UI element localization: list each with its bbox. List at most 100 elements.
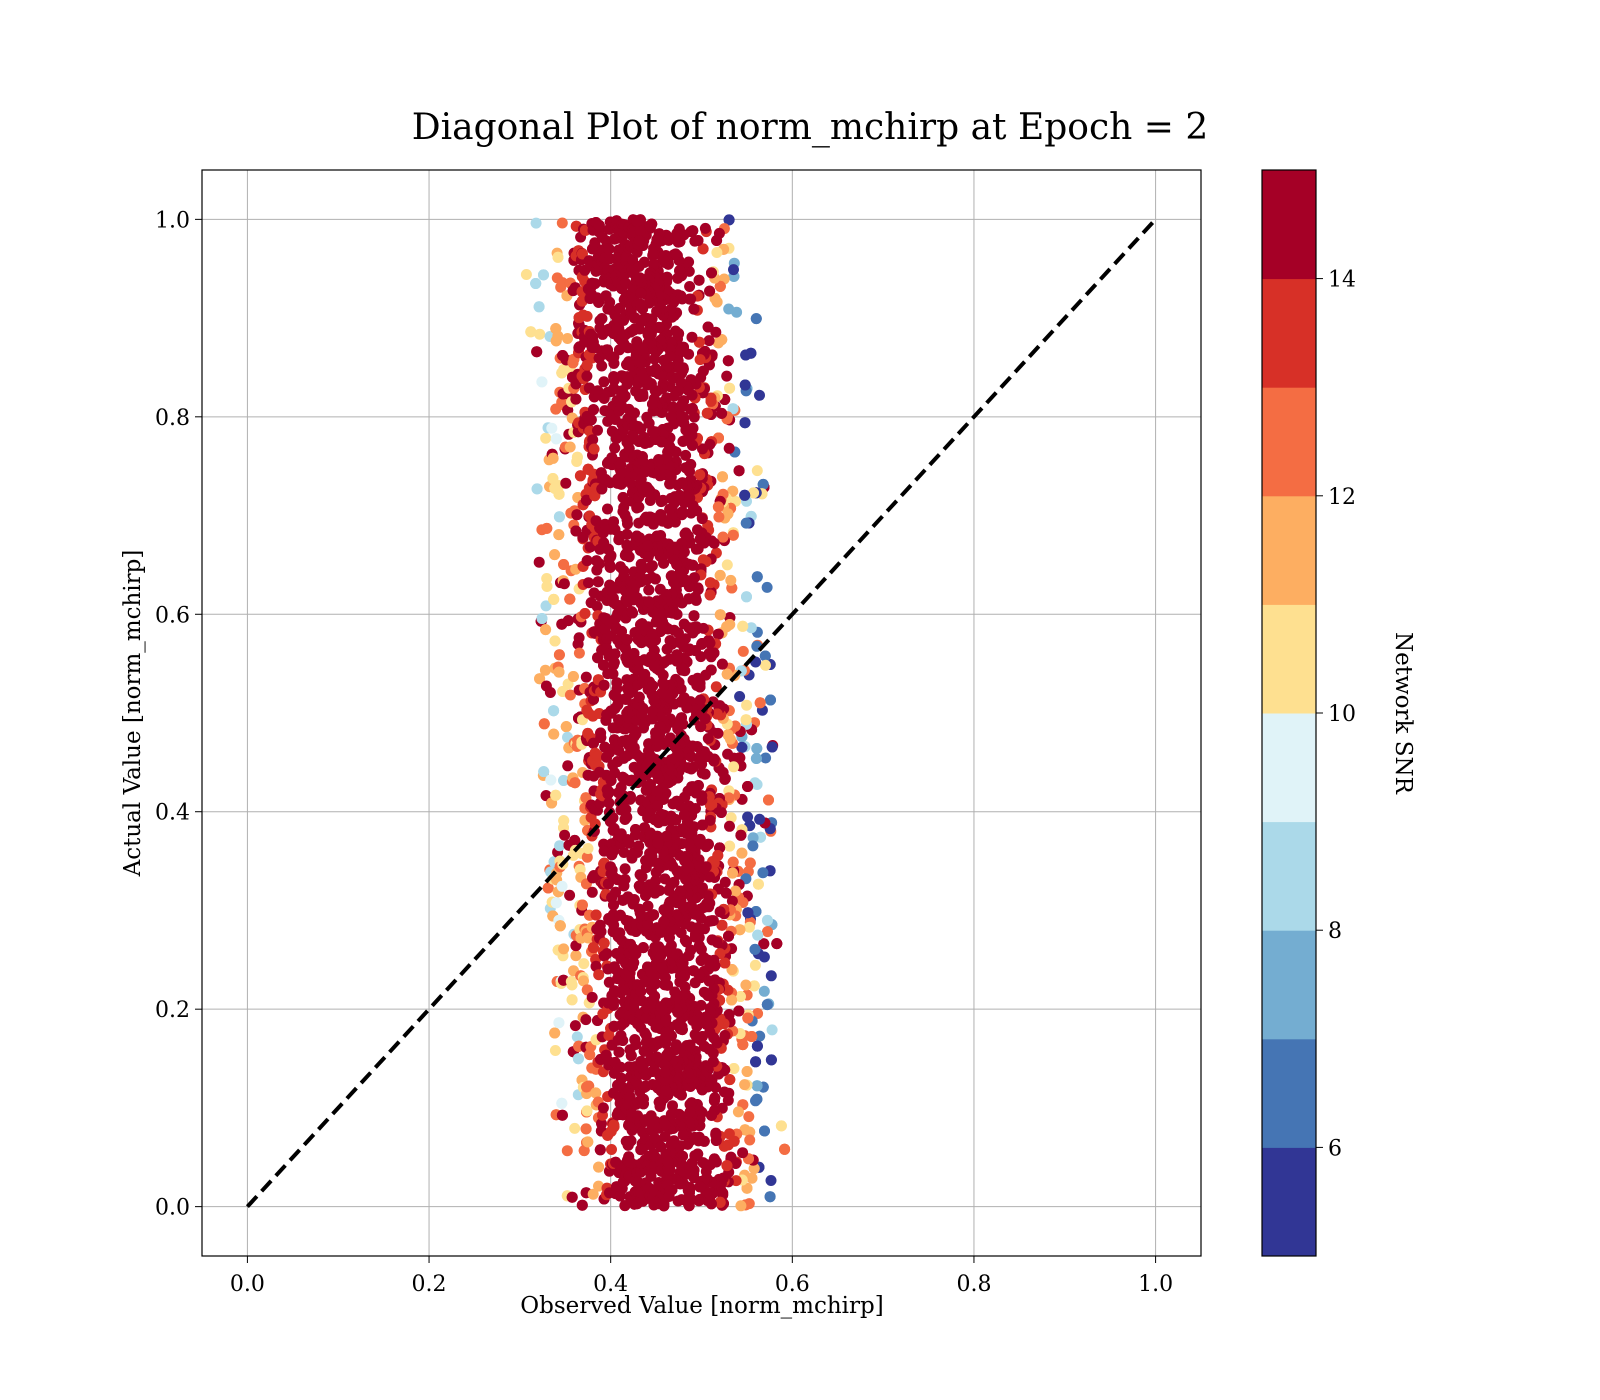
scatter-point (558, 559, 570, 570)
scatter-point (571, 1031, 583, 1043)
scatter-point (664, 635, 676, 647)
scatter-point (583, 577, 594, 589)
scatter-point (648, 909, 660, 921)
scatter-point (680, 462, 692, 474)
scatter-point (667, 1100, 678, 1112)
scatter-point (558, 578, 570, 590)
scatter-point (570, 525, 582, 537)
scatter-point (584, 1049, 596, 1061)
scatter-point (688, 303, 700, 315)
scatter-point (716, 658, 728, 670)
scatter-point (724, 1074, 736, 1086)
scatter-point (736, 847, 748, 859)
scatter-point (564, 689, 576, 701)
scatter-point (635, 423, 647, 435)
scatter-point (608, 657, 620, 668)
scatter-point (648, 259, 659, 270)
scatter-point (693, 274, 705, 286)
scatter-point (754, 697, 766, 709)
scatter-point (608, 899, 619, 911)
scatter-point (592, 576, 604, 588)
scatter-point (766, 1024, 778, 1036)
scatter-point (750, 1095, 761, 1107)
scatter-point (540, 624, 552, 636)
scatter-point (727, 856, 739, 868)
scatter-point (569, 834, 581, 846)
scatter-point (520, 269, 532, 280)
scatter-point (578, 958, 590, 970)
scatter-point (694, 1181, 706, 1193)
scatter-point (660, 830, 672, 842)
scatter-point (748, 487, 759, 499)
scatter-point (724, 382, 736, 394)
scatter-point (684, 281, 696, 292)
scatter-point (694, 469, 706, 481)
scatter-point (740, 714, 752, 726)
scatter-point (685, 507, 697, 519)
scatter-point (607, 668, 619, 680)
scatter-point (727, 485, 739, 497)
scatter-point (698, 986, 710, 998)
scatter-point (690, 543, 702, 555)
scatter-point (722, 1094, 734, 1106)
scatter-point (739, 1079, 751, 1091)
scatter-point (556, 1097, 568, 1109)
scatter-point (621, 811, 633, 823)
scatter-point (708, 1095, 720, 1107)
scatter-point (678, 809, 690, 821)
scatter-point (603, 797, 615, 809)
scatter-point (621, 528, 633, 540)
scatter-point (734, 924, 746, 936)
scatter-point (750, 313, 762, 325)
scatter-point (622, 518, 633, 530)
scatter-point (608, 1121, 620, 1133)
scatter-point (580, 671, 592, 683)
scatter-point (644, 779, 656, 790)
scatter-point (536, 376, 548, 388)
scatter-point (775, 1120, 787, 1132)
scatter-point (541, 522, 553, 534)
scatter-point (673, 849, 685, 861)
scatter-point (590, 909, 602, 921)
scatter-point (695, 955, 707, 966)
scatter-point (749, 943, 761, 955)
chart-title: Diagonal Plot of norm_mchirp at Epoch = … (412, 107, 1209, 148)
scatter-point (647, 249, 659, 261)
scatter-point (739, 417, 751, 429)
scatter-point (724, 840, 736, 852)
scatter-point (574, 470, 586, 482)
scatter-point (735, 829, 747, 841)
scatter-point (603, 976, 615, 988)
scatter-point (723, 214, 735, 226)
scatter-point (613, 1046, 625, 1058)
scatter-point (704, 285, 716, 297)
scatter-point (637, 942, 649, 954)
scatter-point (754, 813, 766, 825)
scatter-point (693, 940, 705, 952)
scatter-point (581, 310, 593, 322)
scatter-point (525, 326, 537, 338)
scatter-point (749, 959, 761, 971)
scatter-point (564, 441, 576, 453)
scatter-point (567, 671, 579, 682)
scatter-point (724, 820, 735, 832)
scatter-point (630, 948, 642, 960)
scatter-point (717, 531, 729, 543)
scatter-point (548, 705, 560, 717)
scatter-point (743, 921, 755, 933)
scatter-point (619, 863, 631, 875)
scatter-point (580, 494, 592, 506)
scatter-point (699, 713, 711, 725)
scatter-point (702, 890, 714, 902)
scatter-point (757, 867, 769, 879)
scatter-point (618, 565, 630, 577)
scatter-point (533, 301, 545, 313)
scatter-point (611, 677, 623, 689)
scatter-point (740, 517, 752, 529)
scatter-point (689, 1029, 701, 1040)
scatter-point (726, 964, 738, 975)
scatter-point (712, 628, 724, 640)
scatter-point (558, 775, 570, 786)
scatter-point (740, 349, 752, 361)
scatter-point (722, 729, 734, 741)
